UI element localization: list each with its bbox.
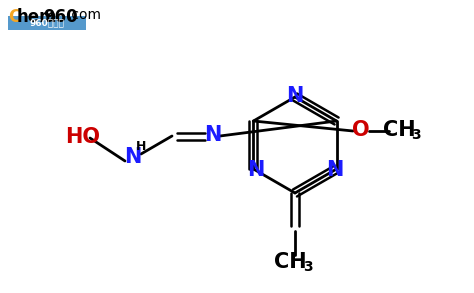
Text: hem: hem [17,8,57,26]
Text: 960: 960 [43,8,78,26]
Text: H: H [136,141,146,154]
Text: CH: CH [383,120,415,140]
Text: 960化工网: 960化工网 [29,18,64,28]
Text: HO: HO [65,127,100,147]
Text: C: C [8,8,20,26]
FancyBboxPatch shape [8,16,86,30]
Text: O: O [352,120,370,140]
Text: N: N [124,147,142,167]
Text: CH: CH [273,252,306,272]
Text: N: N [326,160,343,180]
Text: .com: .com [68,8,102,22]
Text: N: N [247,160,264,180]
Text: 3: 3 [303,260,313,274]
Text: N: N [204,125,222,145]
Text: N: N [286,86,304,106]
Text: 3: 3 [411,128,421,142]
